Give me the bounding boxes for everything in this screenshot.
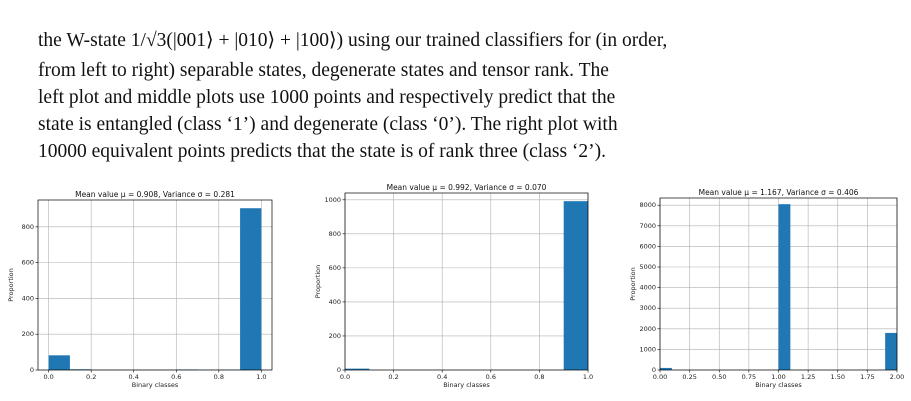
x-tick-label: 1.0: [583, 373, 593, 381]
y-tick-label: 8000: [639, 201, 656, 209]
x-tick-label: 0.0: [340, 373, 350, 381]
x-tick-label: 0.75: [742, 373, 756, 381]
x-tick-label: 1.50: [831, 373, 845, 381]
x-tick-label: 1.75: [860, 373, 874, 381]
x-tick-label: 0.0: [43, 373, 53, 381]
chart-title: Mean value μ = 1.167, Variance σ = 0.406: [699, 188, 859, 197]
y-axis-label: Proportion: [629, 267, 637, 301]
y-tick-label: 6000: [639, 242, 656, 250]
bar: [69, 369, 92, 370]
y-tick-label: 200: [22, 330, 34, 338]
chart: 0.00 0.25 0.50 0.75 1.00 1.25 1.50 1.75 2.00 0 100…: [629, 188, 904, 389]
x-axis-label: Binary classes: [755, 381, 802, 389]
x-axis-label: Binary classes: [443, 381, 490, 389]
plot-frame: [659, 197, 898, 371]
bar: [660, 367, 672, 370]
text-line: left plot and middle plots use 1000 poin…: [38, 87, 615, 108]
text-line: from left to right) separable states, de…: [38, 60, 609, 81]
x-tick-label: 1.25: [801, 373, 815, 381]
y-tick-label: 4000: [639, 284, 656, 292]
bar: [48, 355, 70, 370]
text-line: 10000 equivalent points predicts that th…: [38, 141, 606, 162]
chart: 0.0 0.2 0.4 0.6 0.8 1.0 0 200 400 600 800 1000 Mean …: [314, 183, 593, 389]
y-tick-label: 0: [30, 366, 34, 374]
y-tick-label: 200: [329, 332, 341, 340]
y-tick-label: 800: [329, 230, 341, 238]
x-tick-label: 0.8: [214, 373, 224, 381]
plot-frame: [344, 192, 589, 371]
text-line: the W-state 1/√3(|001⟩ + |010⟩ + |100⟩) …: [38, 30, 667, 51]
x-axis-label: Binary classes: [132, 381, 179, 389]
y-tick-label: 0: [652, 366, 656, 374]
chart-title: Mean value μ = 0.908, Variance σ = 0.281: [75, 190, 235, 199]
y-tick-label: 800: [22, 223, 34, 231]
y-tick-label: 600: [329, 264, 341, 272]
y-tick-label: 2000: [639, 325, 656, 333]
y-tick-label: 400: [329, 298, 341, 306]
y-tick-label: 5000: [639, 263, 656, 271]
x-tick-label: 0.4: [129, 373, 139, 381]
x-tick-label: 1.0: [256, 373, 266, 381]
y-tick-label: 3000: [639, 304, 656, 312]
chart: 0.0 0.2 0.4 0.6 0.8 1.0 0 200 400 600 800 Mean valu…: [7, 190, 273, 389]
text-line: state is entangled (class ‘1’) and degen…: [38, 114, 618, 135]
x-tick-label: 1.00: [771, 373, 785, 381]
y-axis-label: Proportion: [314, 265, 322, 299]
x-tick-label: 0.50: [712, 373, 726, 381]
plot-frame: [37, 199, 273, 371]
bar: [240, 208, 262, 370]
x-tick-label: 0.00: [653, 373, 667, 381]
x-tick-label: 0.6: [171, 373, 181, 381]
y-tick-label: 400: [22, 294, 34, 302]
x-tick-label: 0.25: [682, 373, 696, 381]
y-tick-label: 600: [22, 259, 34, 267]
x-tick-label: 0.6: [486, 373, 496, 381]
x-tick-label: 0.4: [437, 373, 447, 381]
y-tick-label: 7000: [639, 222, 656, 230]
y-tick-label: 0: [337, 366, 341, 374]
bar: [345, 368, 370, 370]
x-tick-label: 0.2: [86, 373, 96, 381]
y-axis-label: Proportion: [7, 268, 15, 302]
y-tick-label: 1000: [324, 196, 341, 204]
x-tick-label: 0.2: [388, 373, 398, 381]
chart-title: Mean value μ = 0.992, Variance σ = 0.070: [387, 183, 547, 192]
x-tick-label: 0.8: [534, 373, 544, 381]
bar: [563, 201, 588, 370]
x-tick-label: 2.00: [890, 373, 904, 381]
bar: [885, 332, 897, 370]
bar: [778, 204, 791, 370]
y-tick-label: 1000: [639, 345, 656, 353]
